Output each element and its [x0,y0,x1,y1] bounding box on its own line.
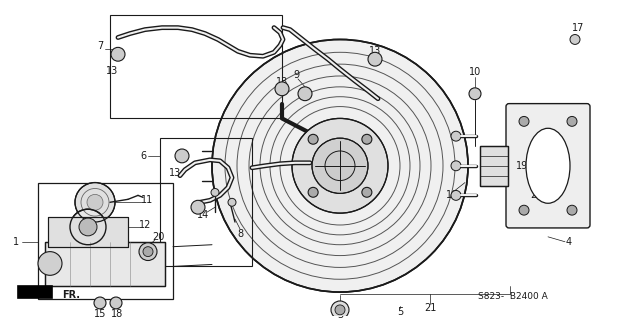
Bar [38,182,173,299]
Text: 9: 9 [293,70,299,80]
Text: 20: 20 [152,232,164,242]
Circle shape [567,205,577,215]
Text: 16: 16 [446,190,458,200]
Circle shape [451,190,461,200]
Circle shape [519,205,529,215]
Text: 1: 1 [13,237,19,247]
Text: 19: 19 [516,161,528,171]
Circle shape [175,149,189,163]
Text: 17: 17 [572,23,584,33]
Text: 3: 3 [337,310,343,320]
Text: 14: 14 [197,210,209,220]
Circle shape [87,194,103,210]
Text: 21: 21 [424,303,436,313]
Bar [45,242,165,286]
Circle shape [308,134,318,144]
Bar [480,146,508,186]
Circle shape [451,131,461,141]
Circle shape [75,182,115,222]
Text: 4: 4 [566,237,572,247]
Circle shape [570,35,580,44]
Circle shape [292,118,388,213]
Circle shape [191,200,205,214]
Text: S823-  B2400 A: S823- B2400 A [478,292,548,301]
Circle shape [211,188,219,196]
Circle shape [110,297,122,309]
Text: 13: 13 [169,168,181,178]
Text: 15: 15 [94,309,106,319]
Circle shape [212,39,468,292]
Text: 13: 13 [106,66,118,76]
Circle shape [368,52,382,66]
Text: 13: 13 [369,46,381,56]
Text: 10: 10 [469,67,481,77]
Circle shape [335,305,345,315]
Text: 8: 8 [237,229,243,239]
Circle shape [469,88,481,100]
Circle shape [228,198,236,206]
Text: 11: 11 [141,195,153,205]
Circle shape [139,243,157,260]
Circle shape [143,247,153,257]
Circle shape [308,188,318,197]
Bar [48,217,128,247]
Text: 2: 2 [530,190,536,200]
Circle shape [38,252,62,275]
Circle shape [79,218,97,236]
Circle shape [298,87,312,101]
Circle shape [519,116,529,126]
Circle shape [362,134,372,144]
Circle shape [111,47,125,61]
Circle shape [275,82,289,96]
Bar [45,242,165,286]
Circle shape [312,138,368,193]
Circle shape [362,188,372,197]
Text: 12: 12 [139,220,151,230]
Circle shape [331,301,349,319]
Text: 18: 18 [111,309,123,319]
Circle shape [94,297,106,309]
Bar [480,146,508,186]
Bar [110,15,282,118]
Text: FR.: FR. [62,290,80,300]
Circle shape [567,116,577,126]
Bar [18,286,52,298]
Circle shape [325,151,355,180]
Circle shape [70,209,106,245]
Text: 5: 5 [397,307,403,317]
Ellipse shape [526,128,570,203]
Bar [160,138,252,267]
FancyBboxPatch shape [506,104,590,228]
Text: 6: 6 [140,151,146,161]
Text: 13: 13 [276,77,288,87]
Text: 7: 7 [97,41,103,52]
Bar [48,217,128,247]
Circle shape [451,161,461,171]
